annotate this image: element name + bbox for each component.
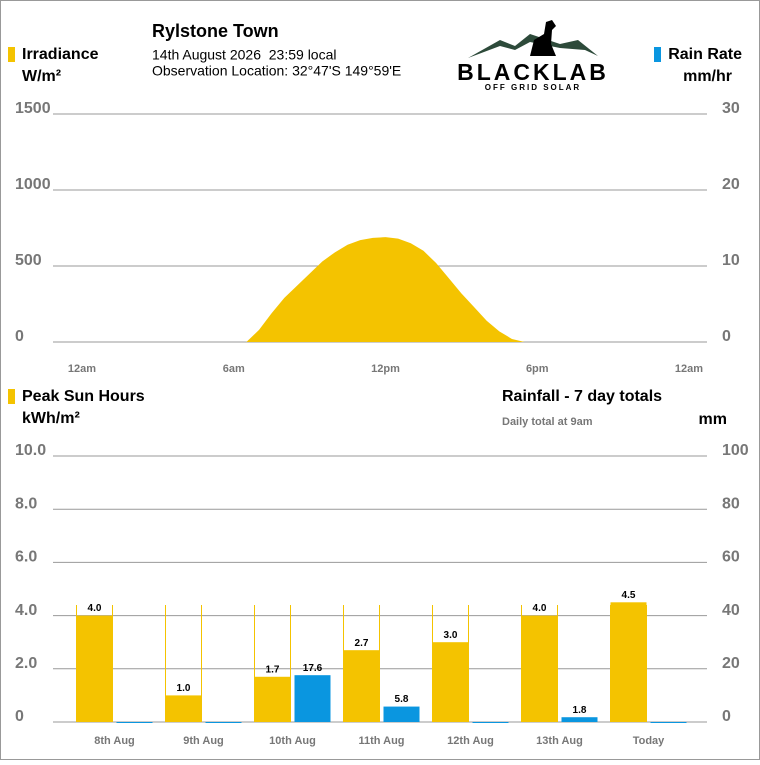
x-tick-label: Today [633, 735, 665, 747]
legend-swatch [654, 47, 661, 62]
y-tick-label: 6.0 [15, 549, 37, 566]
y-tick-label: 1000 [15, 176, 51, 193]
location: Observation Location: 32°47'S 149°59'E [152, 63, 401, 79]
y2-tick-label: 40 [722, 602, 740, 619]
y-tick-label: 4.0 [15, 602, 37, 619]
legend-label: Rain Rate [668, 46, 742, 63]
y2-tick-label: 80 [722, 495, 740, 512]
bar [294, 675, 331, 722]
bar [76, 615, 113, 722]
bar [343, 650, 380, 722]
x-tick-label: 8th Aug [94, 735, 135, 747]
legend-unit: mm/hr [683, 68, 732, 85]
data-label: 1.7 [266, 664, 280, 675]
legend-label: Peak Sun Hours [22, 388, 145, 405]
bar [432, 642, 469, 722]
x-tick-label: 11th Aug [358, 735, 404, 747]
bar [521, 615, 558, 722]
datetime: 14th August 2026 23:59 local [152, 47, 336, 63]
legend-label: Rainfall - 7 day totals [502, 388, 662, 405]
y-tick-label: 500 [15, 252, 42, 269]
bar [561, 717, 598, 722]
logo-dog [530, 20, 556, 56]
data-label: 3.0 [444, 630, 458, 641]
y2-tick-label: 20 [722, 176, 740, 193]
irradiance-area [246, 237, 525, 342]
data-label: 5.8 [395, 694, 409, 705]
bar [254, 676, 291, 722]
title: Rylstone Town [152, 21, 279, 41]
bar [610, 602, 647, 722]
logo-mountains [468, 34, 598, 58]
legend-note: Daily total at 9am [502, 416, 593, 428]
y2-tick-label: 10 [722, 252, 740, 269]
x-tick-label: 13th Aug [536, 735, 583, 747]
y-tick-label: 8.0 [15, 495, 37, 512]
x-tick-label: 12am [68, 363, 96, 375]
x-tick-label: 12th Aug [447, 735, 494, 747]
y2-tick-label: 0 [722, 328, 731, 345]
data-label: 2.7 [355, 638, 369, 649]
legend-swatch [8, 47, 15, 62]
y-tick-label: 2.0 [15, 655, 37, 672]
bar [165, 695, 202, 722]
bar [650, 722, 687, 723]
bar [383, 706, 420, 722]
bar [205, 722, 242, 723]
y-tick-label: 0 [15, 708, 24, 725]
y-tick-label: 10.0 [15, 442, 46, 459]
legend-label: Irradiance [22, 46, 99, 63]
y2-tick-label: 100 [722, 442, 749, 459]
x-tick-label: 12am [675, 363, 703, 375]
x-tick-label: 12pm [371, 363, 400, 375]
x-tick-label: 6am [223, 363, 245, 375]
legend-swatch [8, 389, 15, 404]
x-tick-label: 10th Aug [269, 735, 316, 747]
bar [472, 722, 509, 723]
data-label: 4.0 [533, 603, 547, 614]
y-tick-label: 1500 [15, 100, 51, 117]
data-label: 1.0 [177, 683, 191, 694]
logo-text: BLACKLAB [457, 59, 609, 85]
data-label: 4.0 [88, 603, 102, 614]
logo-sub: OFF GRID SOLAR [485, 83, 581, 92]
x-tick-label: 6pm [526, 363, 549, 375]
y-tick-label: 0 [15, 328, 24, 345]
y2-tick-label: 30 [722, 100, 740, 117]
data-label: 4.5 [622, 590, 636, 601]
legend-unit: kWh/m² [22, 410, 80, 427]
data-label: 17.6 [303, 663, 323, 674]
data-label: 1.8 [573, 705, 587, 716]
y2-tick-label: 0 [722, 708, 731, 725]
legend-unit: W/m² [22, 68, 61, 85]
y2-tick-label: 60 [722, 549, 740, 566]
bar [116, 722, 153, 723]
y2-tick-label: 20 [722, 655, 740, 672]
logo: BLACKLAB OFF GRID SOLAR [457, 20, 609, 92]
legend-unit: mm [699, 411, 727, 428]
x-tick-label: 9th Aug [183, 735, 224, 747]
